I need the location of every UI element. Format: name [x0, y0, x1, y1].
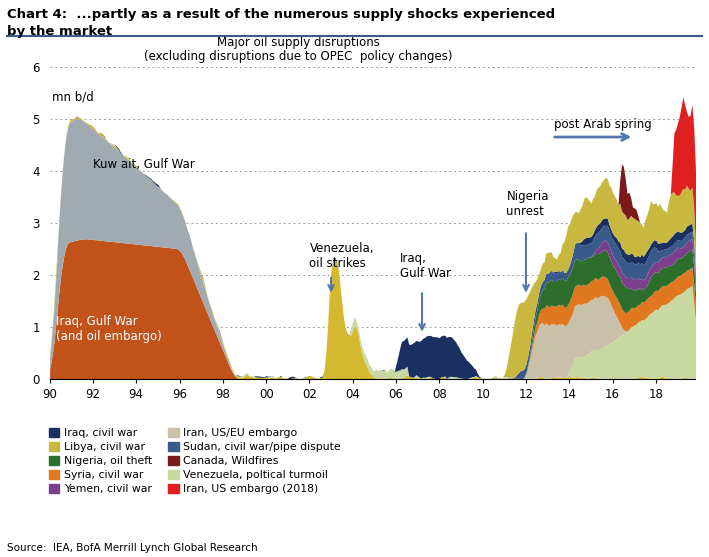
Text: Kuw ait, Gulf War: Kuw ait, Gulf War [93, 158, 195, 171]
Text: Source:  IEA, BofA Merrill Lynch Global Research: Source: IEA, BofA Merrill Lynch Global R… [7, 543, 257, 553]
Text: post Arab spring: post Arab spring [554, 118, 652, 131]
Text: Venezuela,
oil strikes: Venezuela, oil strikes [309, 242, 374, 270]
Text: Chart 4:  ...partly as a result of the numerous supply shocks experienced: Chart 4: ...partly as a result of the nu… [7, 8, 555, 21]
Text: Iraq,
Gulf War: Iraq, Gulf War [401, 252, 452, 280]
Text: (excluding disruptions due to OPEC  policy changes): (excluding disruptions due to OPEC polic… [145, 50, 453, 63]
Text: mn b/d: mn b/d [52, 90, 94, 103]
Text: Iraq, Gulf War
(and oil embargo): Iraq, Gulf War (and oil embargo) [56, 315, 162, 343]
Text: Nigeria
unrest: Nigeria unrest [506, 190, 549, 218]
Text: by the market: by the market [7, 25, 112, 38]
Text: Major oil supply disruptions: Major oil supply disruptions [217, 36, 380, 48]
Legend: Iraq, civil war, Libya, civil war, Nigeria, oil theft, Syria, civil war, Yemen, : Iraq, civil war, Libya, civil war, Niger… [49, 428, 341, 494]
